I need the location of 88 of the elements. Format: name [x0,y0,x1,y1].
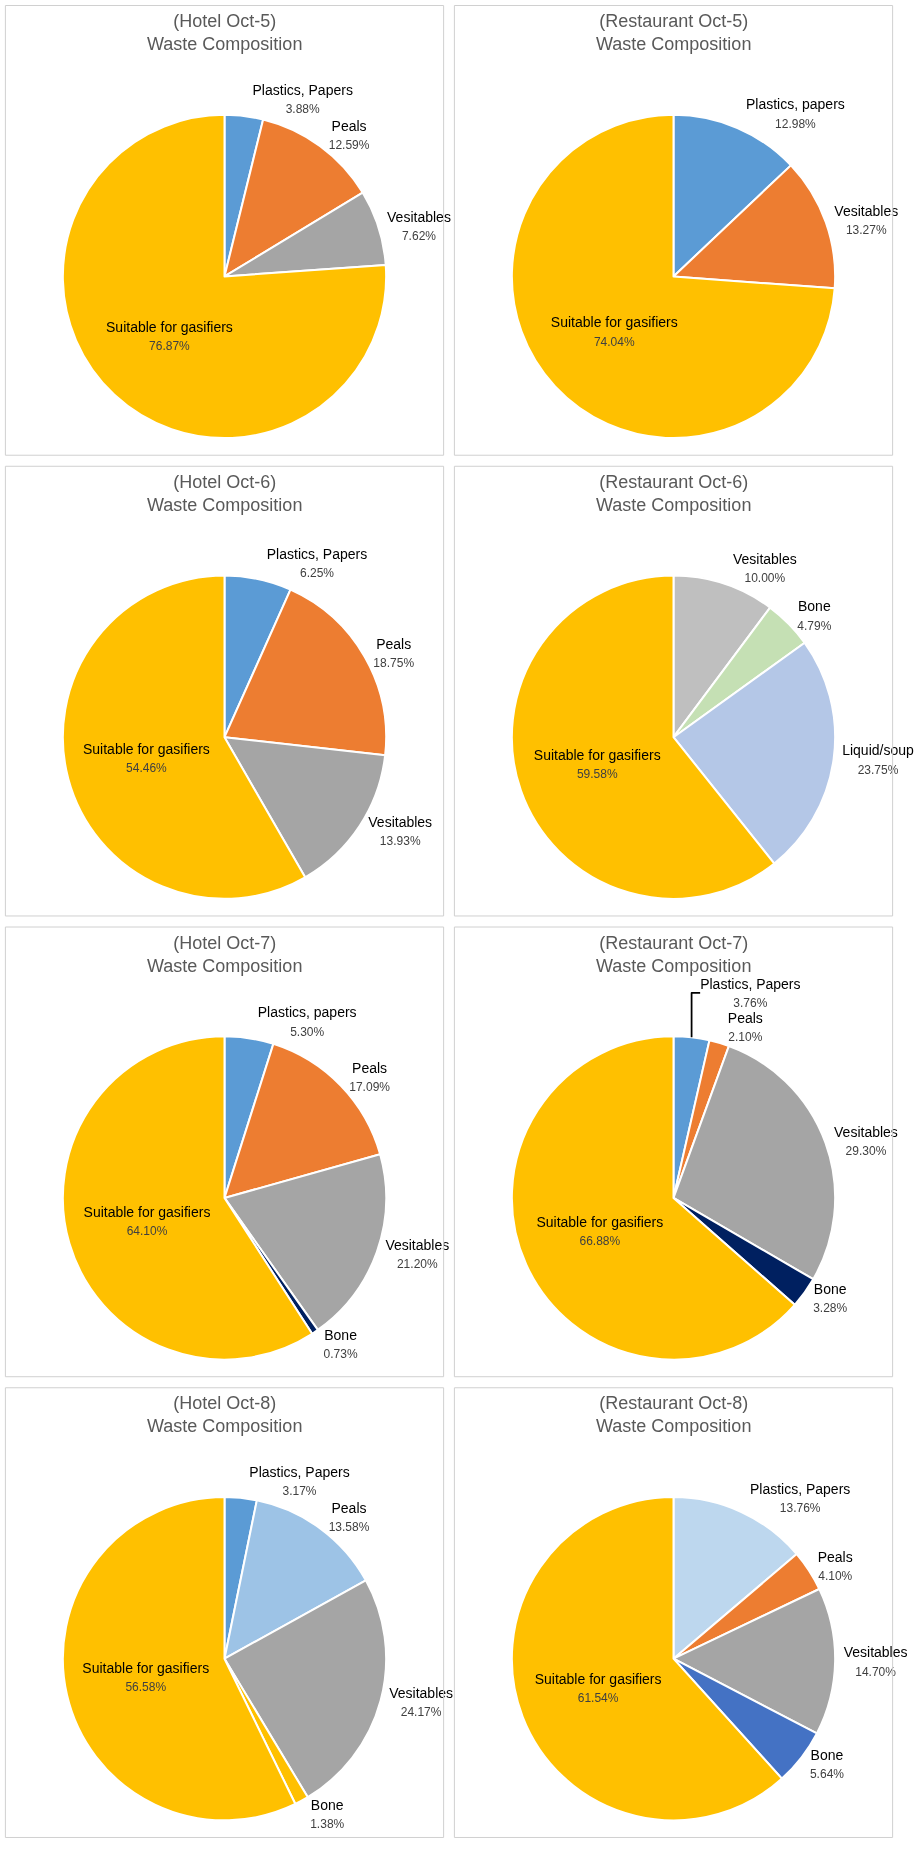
chart-subtitle: Waste Composition [596,34,752,55]
chart-subtitle: Waste Composition [596,495,752,516]
slice-label: Bone [813,1281,847,1298]
data-label: 5.30% [290,1024,325,1039]
slice-label: Suitable for gasifiers [536,1214,664,1231]
slice-label: Suitable for gasifiers [83,740,210,757]
slice-label: Vesitables [387,208,451,225]
slice-label: Vesitables [732,551,797,568]
data-label: 4.10% [818,1568,853,1583]
chart-title: (Hotel Oct-8) [173,1393,277,1413]
data-label: 2.10% [728,1030,763,1045]
slice-label: Plastics, Papers [749,1480,851,1497]
data-label: 14.70% [855,1664,897,1679]
data-label: 4.79% [797,618,832,633]
data-label: 74.04% [593,334,635,349]
data-label: 6.25% [299,565,335,580]
data-label: 1.38% [310,1817,345,1832]
chart-title: (Restaurant Oct-8) [599,1393,749,1413]
chart-title: (Restaurant Oct-5) [599,11,749,31]
chart-subtitle: Waste Composition [147,1416,303,1437]
data-label: 3.76% [733,996,768,1011]
slice-label: Bone [324,1326,358,1343]
slice-label: Plastics, Papers [700,975,801,992]
slice-label: Suitable for gasifiers [106,318,233,335]
chart-subtitle: Waste Composition [596,1416,752,1437]
slice-label: Bone [310,1796,344,1813]
chart-subtitle: Waste Composition [596,956,752,977]
slice-label: Vesitables [834,1123,898,1140]
slice-label: Plastics, papers [745,96,845,113]
data-label: 12.59% [328,138,370,153]
data-label: 59.58% [576,767,618,782]
slice-label: Plastics, papers [257,1004,357,1021]
data-label: 18.75% [373,655,415,670]
data-label: 5.64% [809,1767,845,1782]
slice-label: Plastics, Papers [252,82,353,99]
data-label: 12.98% [775,116,817,131]
slice-label: Peals [727,1010,763,1027]
data-label: 3.28% [813,1301,848,1316]
data-label: 13.27% [845,223,887,238]
chart-title: (Restaurant Oct-6) [599,472,749,492]
data-label: 10.00% [744,571,786,586]
slice-label: Suitable for gasifiers [534,1670,662,1687]
data-label: 54.46% [126,761,168,776]
chart-subtitle: Waste Composition [147,956,303,977]
slice-label: Vesitables [368,813,433,830]
slice-label: Suitable for gasifiers [550,314,678,331]
chart-title: (Hotel Oct-7) [173,933,277,953]
slice-label: Liquid/soup [842,742,915,759]
slice-label: Peals [352,1060,388,1077]
data-label: 66.88% [579,1234,621,1249]
data-label: 13.93% [379,833,421,848]
pie-slice [510,113,836,439]
data-label: 3.88% [285,102,321,117]
slice-label: Suitable for gasifiers [82,1659,210,1676]
chart-title: (Hotel Oct-5) [173,11,277,31]
pie-slice [61,113,387,439]
data-label: 56.58% [125,1679,167,1694]
slice-label: Peals [331,1500,367,1517]
data-label: 21.20% [396,1257,438,1272]
data-label: 13.76% [779,1501,821,1516]
slice-label: Vesitables [389,1684,454,1701]
slice-label: Peals [376,635,412,652]
data-label: 23.75% [857,762,899,777]
slice-label: Vesitables [834,203,899,220]
chart-title: (Restaurant Oct-7) [599,933,749,953]
slice-label: Vesitables [843,1644,908,1661]
chart-title: (Hotel Oct-6) [173,472,277,492]
slice-label: Suitable for gasifiers [83,1203,211,1220]
data-label: 76.87% [149,338,191,353]
data-label: 0.73% [323,1346,358,1361]
data-label: 61.54% [577,1690,619,1705]
slice-label: Peals [817,1548,853,1565]
slice-label: Bone [797,598,831,615]
data-label: 17.09% [349,1080,391,1095]
data-label: 29.30% [845,1144,887,1159]
data-label: 3.17% [282,1484,317,1499]
data-label: 24.17% [400,1704,442,1719]
slice-label: Suitable for gasifiers [533,746,661,763]
data-label: 13.58% [328,1520,370,1535]
slice-label: Peals [331,117,367,134]
slice-label: Vesitables [385,1236,450,1253]
slice-label: Plastics, Papers [249,1463,350,1480]
chart-subtitle: Waste Composition [147,495,303,516]
slice-label: Plastics, Papers [266,545,368,562]
chart-subtitle: Waste Composition [147,34,303,55]
data-label: 64.10% [126,1223,168,1238]
slice-label: Bone [810,1746,844,1763]
data-label: 7.62% [401,228,437,243]
